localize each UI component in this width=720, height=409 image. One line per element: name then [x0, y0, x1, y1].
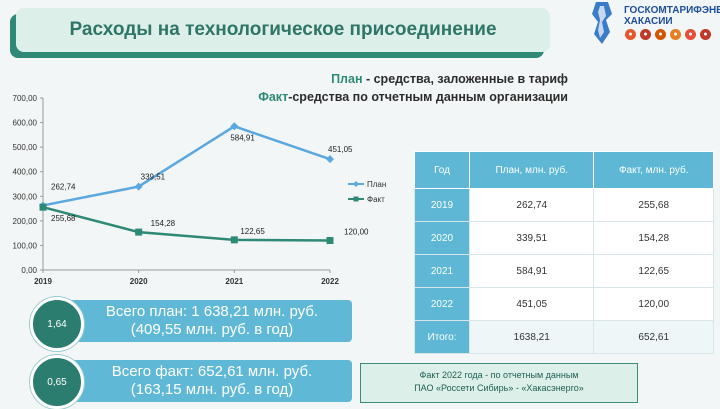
y-tick-label: 600,00 [13, 119, 38, 128]
data-label: 122,65 [240, 227, 265, 236]
khakassia-emblem-icon [592, 2, 612, 44]
y-tick-label: 200,00 [13, 217, 38, 226]
data-label: 584,91 [230, 133, 255, 142]
data-label: 262,74 [51, 182, 76, 191]
cell-fact: 154,28 [593, 221, 714, 255]
cell-total-fact: 652,61 [593, 320, 714, 354]
chart-axes: 0,00 100,00 200,00 300,00 400,00 500,00 600,00… [13, 94, 340, 286]
fact-total-box: Всего факт: 652,61 млн. руб. (163,15 млн… [62, 360, 352, 402]
cell-fact: 122,65 [593, 254, 714, 288]
source-note: Факт 2022 года - по отчетным данным ПАО … [360, 363, 638, 403]
data-label: 255,68 [51, 214, 76, 223]
table-row: 2022 451,05 120,00 [414, 287, 714, 321]
legend-marker [353, 181, 359, 187]
heating-icon: ● [655, 29, 666, 40]
x-tick-label: 2019 [34, 277, 52, 286]
fact-definition-text: -средства по отчетным данным организации [288, 90, 568, 104]
cell-total-label: Итого: [414, 320, 470, 354]
plan-definition-text: - средства, заложенные в тариф [362, 72, 568, 86]
agency-logo: ГОСКОМТАРИФЭНЕР ХАКАСИИ ● ● ● ● ● ● [578, 0, 720, 46]
table-total-row: Итого: 1638,21 652,61 [414, 320, 714, 354]
title-banner: Расходы на технологическое присоединение [16, 8, 550, 52]
note-line-1: Факт 2022 года - по отчетным данным [419, 370, 579, 380]
fact-total-line: Всего факт: 652,61 млн. руб. [111, 363, 313, 380]
fact-point [230, 236, 238, 244]
logo-icons: ● ● ● ● ● ● [625, 29, 711, 40]
fact-ratio-badge: 0,65 [30, 355, 84, 409]
chart-lines [39, 122, 334, 245]
cell-total-plan: 1638,21 [468, 320, 595, 354]
water-icon: ● [670, 29, 681, 40]
table-header-row: Год План, млн. руб. Факт, млн. руб. [414, 151, 714, 189]
plan-word: План [331, 72, 363, 86]
fact-point [135, 228, 143, 236]
fact-average-line: (163,15 млн. руб. в год) [130, 381, 294, 398]
cell-fact: 255,68 [593, 188, 714, 222]
cell-year: 2022 [414, 287, 470, 321]
data-label: 120,00 [344, 228, 369, 237]
plan-total-line: Всего план: 1 638,21 млн. руб. [105, 303, 319, 320]
plan-point [230, 122, 239, 131]
x-tick-label: 2021 [225, 277, 243, 286]
fact-point [39, 203, 47, 211]
y-tick-label: 100,00 [13, 241, 38, 250]
table-row: 2019 262,74 255,68 [414, 188, 714, 222]
plan-ratio-badge: 1,64 [30, 297, 84, 351]
transport-icon: ● [700, 29, 711, 40]
x-tick-label: 2020 [130, 277, 148, 286]
plan-total-text: Всего план: 1 638,21 млн. руб. (409,55 м… [80, 303, 344, 339]
cell-year: 2020 [414, 221, 470, 255]
logo-line-1: ГОСКОМТАРИФЭНЕР [624, 5, 720, 16]
col-header-fact: Факт, млн. руб. [593, 151, 714, 189]
fact-point [326, 237, 334, 245]
col-header-year: Год [414, 151, 470, 189]
gas-icon: ● [685, 29, 696, 40]
page-title: Расходы на технологическое присоединение [69, 19, 497, 40]
plan-point [326, 155, 334, 164]
fact-definition: Факт-средства по отчетным данным организ… [258, 90, 568, 104]
cell-year: 2019 [414, 188, 470, 222]
electricity-icon: ● [640, 29, 651, 40]
legend-label: План [367, 180, 386, 189]
cell-plan: 339,51 [468, 221, 595, 255]
data-label: 154,28 [151, 219, 176, 228]
plan-definition: План - средства, заложенные в тариф [331, 72, 568, 86]
chart-legend: План Факт [348, 180, 386, 204]
y-tick-label: 700,00 [13, 94, 38, 103]
table-row: 2020 339,51 154,28 [414, 221, 714, 255]
col-header-plan: План, млн. руб. [468, 151, 595, 189]
chart-data-labels: 262,74 339,51 584,91 451,05 255,68 154,28 122,… [51, 133, 369, 236]
plan-average-line: (409,55 млн. руб. в год) [130, 321, 294, 338]
data-label: 339,51 [141, 173, 166, 182]
note-line-2: ПАО «Россети Сибирь» - «Хакасэнерго» [414, 383, 584, 393]
x-tick-label: 2022 [321, 277, 339, 286]
flame-icon: ● [625, 29, 636, 40]
table-row: 2021 584,91 122,65 [414, 254, 714, 288]
cell-fact: 120,00 [593, 287, 714, 321]
expenses-line-chart: 0,00 100,00 200,00 300,00 400,00 500,00 600,00… [13, 94, 387, 286]
cell-plan: 262,74 [468, 188, 595, 222]
y-tick-label: 400,00 [13, 168, 38, 177]
y-tick-label: 300,00 [13, 192, 38, 201]
cell-plan: 584,91 [468, 254, 595, 288]
plan-total-box: Всего план: 1 638,21 млн. руб. (409,55 м… [62, 300, 352, 342]
logo-line-2: ХАКАСИИ [624, 16, 673, 27]
legend-marker [353, 196, 359, 202]
y-tick-label: 0,00 [21, 266, 37, 275]
fact-total-text: Всего факт: 652,61 млн. руб. (163,15 млн… [80, 363, 344, 399]
cell-plan: 451,05 [468, 287, 595, 321]
y-tick-label: 500,00 [13, 143, 38, 152]
expenses-table: Год План, млн. руб. Факт, млн. руб. 2019… [414, 151, 714, 354]
legend-label: Факт [367, 195, 385, 204]
fact-word: Факт [258, 90, 289, 104]
plan-point [134, 182, 143, 191]
series-line-fact [42, 205, 331, 242]
cell-year: 2021 [414, 254, 470, 288]
data-label: 451,05 [328, 145, 353, 154]
series-line-plan [42, 124, 331, 207]
